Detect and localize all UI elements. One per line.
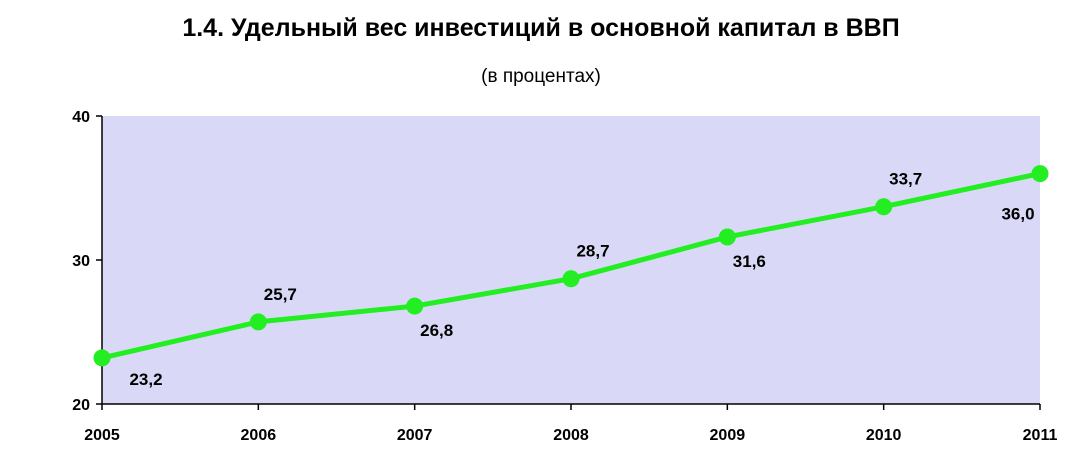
data-point (406, 297, 424, 315)
x-tick-label: 2005 (84, 427, 120, 444)
y-tick-label: 20 (72, 397, 90, 414)
data-label: 26,8 (420, 321, 453, 340)
data-point (1031, 165, 1049, 183)
x-tick-label: 2009 (710, 427, 746, 444)
data-point (249, 313, 267, 331)
plot-area (102, 116, 1040, 404)
data-label: 25,7 (264, 285, 297, 304)
data-label: 33,7 (889, 170, 922, 189)
y-tick-label: 40 (72, 109, 90, 126)
x-tick-label: 2011 (1023, 427, 1058, 444)
data-point (718, 228, 736, 246)
chart-title: 1.4. Удельный вес инвестиций в основной … (182, 14, 900, 42)
data-point (93, 349, 111, 367)
x-tick-label: 2007 (397, 427, 433, 444)
data-point (875, 198, 893, 216)
x-tick-label: 2010 (866, 427, 902, 444)
data-label: 23,2 (129, 370, 162, 389)
y-tick-label: 30 (72, 253, 90, 270)
data-label: 36,0 (1001, 205, 1034, 224)
x-tick-label: 2008 (553, 427, 589, 444)
data-label: 28,7 (576, 242, 609, 261)
chart-subtitle: (в процентах) (481, 66, 601, 87)
data-label: 31,6 (733, 252, 766, 271)
data-point (562, 270, 580, 288)
x-tick-label: 2006 (241, 427, 277, 444)
